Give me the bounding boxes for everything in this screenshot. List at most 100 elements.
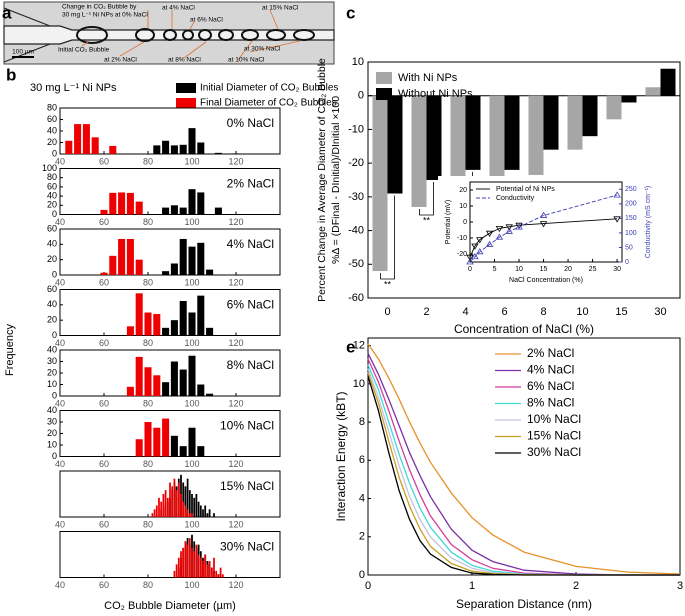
bar <box>109 145 117 154</box>
x-tick-label: 15 <box>615 306 627 318</box>
bar <box>528 95 544 175</box>
panel-annotation: 8% NaCl <box>227 358 274 372</box>
bar <box>188 312 196 336</box>
bar <box>180 551 182 578</box>
bar <box>158 497 160 517</box>
y-tick-label: -60 <box>348 292 364 304</box>
y2-tick-label: 50 <box>625 244 633 251</box>
x-tick-label: 20 <box>564 266 572 273</box>
y-tick-label: 40 <box>47 239 57 249</box>
bar <box>193 551 196 578</box>
legend-swatch <box>376 88 392 100</box>
bar <box>91 137 99 154</box>
x-tick-label: 80 <box>143 519 153 529</box>
bar <box>170 361 178 396</box>
bar <box>232 153 240 154</box>
y-tick-label: 20 <box>47 137 57 147</box>
image-label: at 4% NaCl <box>162 5 195 12</box>
x-tick-label: 40 <box>55 398 65 408</box>
x-tick-label: 80 <box>143 277 153 287</box>
bar <box>170 435 178 457</box>
bar <box>170 263 178 275</box>
bar <box>182 547 185 578</box>
legend-label: Final Diameter of CO₂ Bubbles <box>200 98 337 109</box>
bar <box>153 314 161 336</box>
bubble <box>182 29 194 41</box>
y-tick-label: 60 <box>47 284 57 294</box>
legend-label: 30% NaCl <box>527 445 581 459</box>
x-tick-label: 100 <box>184 338 199 348</box>
bar <box>153 145 161 154</box>
y2-tick-label: 150 <box>625 215 637 222</box>
x-tick-label: 120 <box>228 580 243 590</box>
scale-bar <box>12 56 34 58</box>
x-tick-label: 30 <box>654 306 666 318</box>
marker <box>485 230 494 237</box>
bar <box>170 320 178 336</box>
bar <box>175 490 178 517</box>
bar <box>153 509 156 517</box>
bar <box>162 327 170 336</box>
bar <box>186 544 189 578</box>
y-tick-label: 0 <box>52 269 57 279</box>
legend-label: With Ni NPs <box>398 72 458 84</box>
bar <box>184 505 187 517</box>
series-line <box>367 376 680 576</box>
bar <box>135 259 143 275</box>
bar <box>126 326 134 336</box>
bar <box>195 494 198 517</box>
legend-label: Initial Diameter of CO₂ Bubbles <box>200 83 338 94</box>
bar <box>188 427 196 457</box>
series-line <box>367 372 680 576</box>
legend-label: 15% NaCl <box>527 429 581 443</box>
y-axis-title: Interaction Energy (kBT) <box>334 391 348 521</box>
bar <box>144 367 152 396</box>
y-tick-label: 0 <box>52 209 57 219</box>
x-tick-label: 60 <box>99 217 109 227</box>
x-tick-label: 10 <box>576 306 588 318</box>
panel-label: a <box>2 3 12 22</box>
plot-frame <box>59 228 281 276</box>
marker <box>613 216 621 223</box>
bar <box>109 255 117 275</box>
y-tick-label: 8 <box>359 416 365 428</box>
bar <box>135 201 143 215</box>
x-axis-title: Separation Distance (nm) <box>456 597 592 611</box>
bar <box>135 356 143 396</box>
bar <box>197 192 205 215</box>
x-tick-label: 0 <box>365 580 371 592</box>
bubble <box>76 26 108 44</box>
bar <box>411 95 427 207</box>
x-tick-label: 5 <box>493 266 497 273</box>
plot-frame <box>59 410 281 457</box>
bar <box>188 538 191 578</box>
y-tick-label: 2 <box>359 531 365 543</box>
bar <box>126 386 134 396</box>
plot-frame <box>59 168 281 215</box>
x-tick-label: 80 <box>143 580 153 590</box>
marker <box>515 223 523 230</box>
bar <box>184 541 187 578</box>
bubble <box>241 29 259 41</box>
marker <box>613 191 621 198</box>
x-tick-label: 80 <box>143 156 153 166</box>
x-tick-label: 100 <box>184 156 199 166</box>
bar <box>191 513 193 517</box>
bar <box>199 557 202 578</box>
x-axis-title: CO₂ Bubble Diameter (µm) <box>104 600 236 612</box>
series-line <box>469 194 618 263</box>
y-tick-label: 20 <box>47 200 57 210</box>
marker <box>476 248 484 255</box>
bar <box>144 312 152 336</box>
panel-label: e <box>346 337 355 356</box>
x-tick-label: 60 <box>99 459 109 469</box>
bar <box>217 574 220 578</box>
bar <box>118 238 126 275</box>
bar <box>204 505 207 517</box>
legend-swatch <box>176 83 196 93</box>
y2-tick-label: 200 <box>625 201 637 208</box>
x-tick-label: 40 <box>55 459 65 469</box>
bar <box>188 128 196 154</box>
x-tick-label: 2 <box>573 580 579 592</box>
